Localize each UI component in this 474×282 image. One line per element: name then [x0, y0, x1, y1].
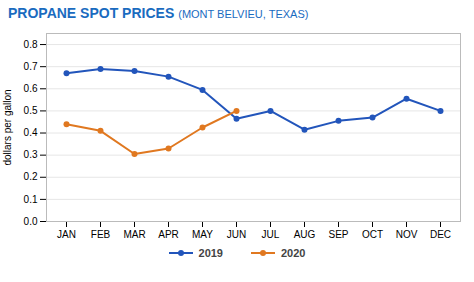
svg-text:NOV: NOV [396, 229, 418, 240]
svg-text:JUN: JUN [227, 229, 246, 240]
svg-text:0.2: 0.2 [24, 171, 38, 182]
html-text:2020: 2020 [281, 247, 306, 259]
svg-text:SEP: SEP [328, 229, 348, 240]
svg-text:dollars per gallon: dollars per gallon [2, 89, 13, 165]
svg-text:JUL: JUL [262, 229, 280, 240]
svg-text:DEC: DEC [430, 229, 451, 240]
svg-text:0.0: 0.0 [24, 216, 38, 227]
svg-text:0.1: 0.1 [24, 194, 38, 205]
svg-text:0.5: 0.5 [24, 105, 38, 116]
svg-text:0.6: 0.6 [24, 83, 38, 94]
svg-text:OCT: OCT [362, 229, 383, 240]
html-text:PROPANE SPOT PRICES (MONT BELV: PROPANE SPOT PRICES (MONT BELVIEU, TEXAS… [8, 5, 309, 21]
svg-text:AUG: AUG [294, 229, 316, 240]
svg-text:MAY: MAY [192, 229, 213, 240]
svg-text:APR: APR [158, 229, 179, 240]
svg-text:FEB: FEB [91, 229, 111, 240]
svg-text:0.7: 0.7 [24, 61, 38, 72]
svg-text:0.4: 0.4 [24, 127, 38, 138]
svg-text:MAR: MAR [123, 229, 145, 240]
svg-text:0.8: 0.8 [24, 39, 38, 50]
svg-text:JAN: JAN [57, 229, 76, 240]
svg-text:0.3: 0.3 [24, 149, 38, 160]
html-text:2019: 2019 [198, 247, 223, 259]
